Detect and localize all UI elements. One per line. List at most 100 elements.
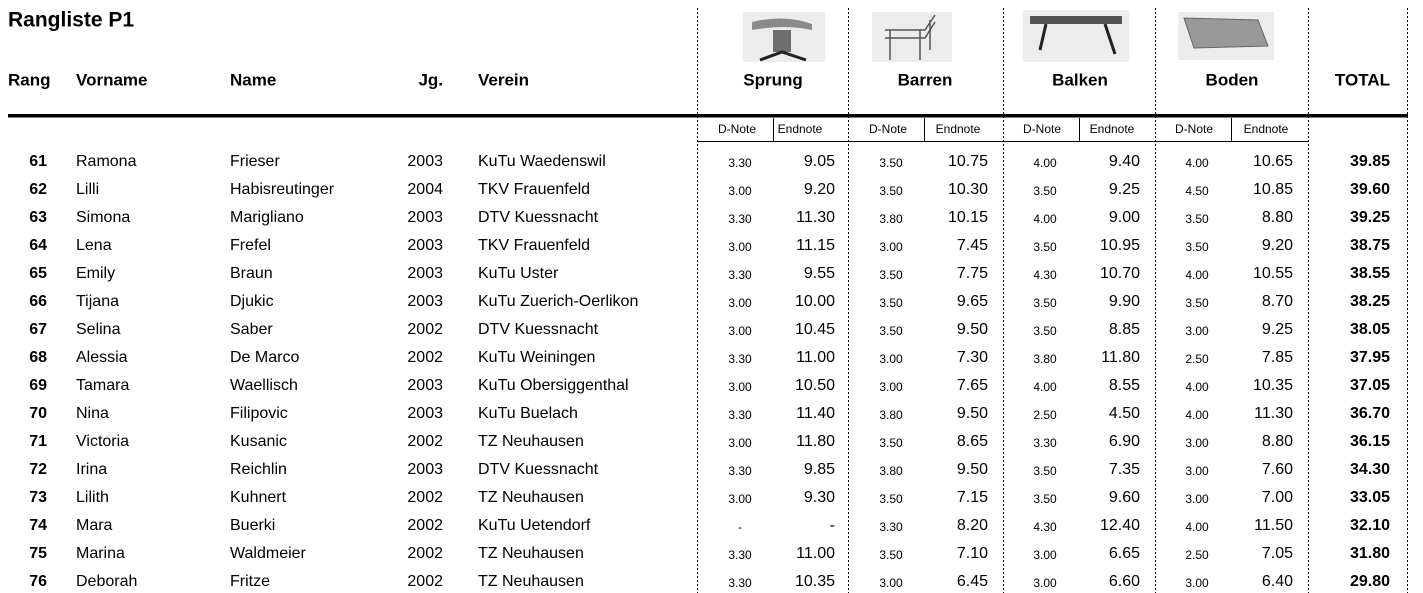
table-cell: 3.50: [1185, 240, 1209, 254]
table-cell: 9.55: [804, 265, 835, 282]
table-cell: Frefel: [230, 237, 271, 254]
icon-sprung: [743, 12, 825, 62]
header-rule: [8, 114, 1408, 118]
table-cell: 3.00: [1033, 548, 1057, 562]
table-cell: 3.00: [728, 240, 752, 254]
table-cell: 37.05: [1350, 377, 1390, 394]
table-cell: 3.80: [879, 212, 903, 226]
table-cell: 3.00: [728, 436, 752, 450]
column-header: Barren: [898, 70, 953, 89]
table-cell: 37.95: [1350, 349, 1390, 366]
table-cell: 3.50: [879, 296, 903, 310]
table-cell: 3.80: [1033, 352, 1057, 366]
table-cell: 2004: [407, 181, 443, 198]
column-header: Boden: [1206, 70, 1259, 89]
table-cell: Habisreutinger: [230, 181, 335, 198]
table-cell: 9.00: [1109, 209, 1140, 226]
table-cell: 7.10: [957, 545, 988, 562]
table-cell: 11.15: [796, 237, 835, 254]
table-cell: 7.15: [957, 489, 988, 506]
table-cell: 3.00: [728, 324, 752, 338]
table-cell: Nina: [76, 405, 109, 422]
table-cell: 7.00: [1262, 489, 1293, 506]
table-cell: Mara: [76, 517, 113, 534]
table-cell: 10.65: [1253, 153, 1293, 170]
table-cell: 10.50: [795, 377, 835, 394]
table-cell: 10.45: [795, 321, 835, 338]
table-cell: 2.50: [1185, 352, 1209, 366]
subcolumn-header: D-Note: [869, 122, 907, 136]
table-cell: 3.00: [728, 492, 752, 506]
table-cell: 3.00: [1185, 576, 1209, 590]
table-cell: 8.65: [957, 433, 988, 450]
table-cell: KuTu Waedenswil: [478, 153, 606, 170]
table-cell: DTV Kuessnacht: [478, 461, 599, 478]
column-header: Sprung: [743, 70, 803, 89]
table-cell: 3.50: [1033, 184, 1057, 198]
table-cell: 9.40: [1109, 153, 1140, 170]
table-cell: 3.50: [879, 436, 903, 450]
table-cell: 2003: [407, 293, 443, 310]
table-cell: 4.50: [1185, 184, 1209, 198]
table-cell: 4.50: [1109, 405, 1140, 422]
table-cell: 10.35: [795, 573, 835, 590]
table-cell: 61: [29, 153, 47, 170]
table-cell: 33.05: [1350, 489, 1390, 506]
table-cell: 62: [29, 181, 47, 198]
table-cell: Braun: [230, 265, 273, 282]
table-cell: 9.50: [957, 461, 988, 478]
table-cell: 9.50: [957, 405, 988, 422]
table-cell: 67: [29, 321, 47, 338]
table-cell: 38.05: [1350, 321, 1390, 338]
table-cell: Waldmeier: [230, 545, 307, 562]
table-cell: Marigliano: [230, 209, 304, 226]
table-cell: 3.00: [728, 184, 752, 198]
table-cell: 69: [29, 377, 47, 394]
table-cell: 29.80: [1350, 573, 1390, 590]
table-cell: 39.25: [1350, 209, 1390, 226]
table-cell: 3.50: [1185, 296, 1209, 310]
subcolumn-header: Endnote: [1090, 122, 1135, 136]
table-cell: 2003: [407, 461, 443, 478]
table-cell: 4.00: [1033, 380, 1057, 394]
table-cell: 8.85: [1109, 321, 1140, 338]
table-cell: Tijana: [76, 293, 119, 310]
table-cell: 3.50: [879, 324, 903, 338]
table-cell: 9.85: [804, 461, 835, 478]
table-cell: 2003: [407, 265, 443, 282]
table-cell: 10.85: [1253, 181, 1293, 198]
table-cell: 39.85: [1350, 153, 1390, 170]
table-cell: 9.05: [804, 153, 835, 170]
table-cell: 3.50: [1033, 240, 1057, 254]
table-cell: 3.50: [1033, 492, 1057, 506]
table-cell: 3.50: [879, 492, 903, 506]
subcolumn-header: D-Note: [1023, 122, 1061, 136]
table-cell: 10.35: [1253, 377, 1293, 394]
table-cell: Buerki: [230, 517, 275, 534]
table-cell: TKV Frauenfeld: [478, 237, 590, 254]
table-cell: Irina: [76, 461, 107, 478]
table-cell: 68: [29, 349, 47, 366]
table-cell: 2002: [407, 489, 443, 506]
table-cell: 3.30: [1033, 436, 1057, 450]
table-cell: 7.75: [957, 265, 988, 282]
column-header: Balken: [1052, 70, 1108, 89]
table-cell: 3.30: [728, 352, 752, 366]
table-cell: Frieser: [230, 153, 280, 170]
table-cell: 10.00: [795, 293, 835, 310]
table-cell: 6.60: [1109, 573, 1140, 590]
table-cell: Emily: [76, 265, 115, 282]
table-cell: Kusanic: [230, 433, 287, 450]
table-cell: 4.00: [1185, 156, 1209, 170]
table-cell: 3.50: [1033, 324, 1057, 338]
table-cell: 4.00: [1185, 520, 1209, 534]
table-cell: 10.55: [1253, 265, 1293, 282]
table-cell: 36.15: [1350, 433, 1390, 450]
table-cell: 8.80: [1262, 433, 1293, 450]
table-cell: 72: [29, 461, 47, 478]
table-cell: Deborah: [76, 573, 137, 590]
table-cell: 7.05: [1262, 545, 1293, 562]
table-cell: 2003: [407, 153, 443, 170]
table-cell: De Marco: [230, 349, 299, 366]
table-cell: 2003: [407, 209, 443, 226]
